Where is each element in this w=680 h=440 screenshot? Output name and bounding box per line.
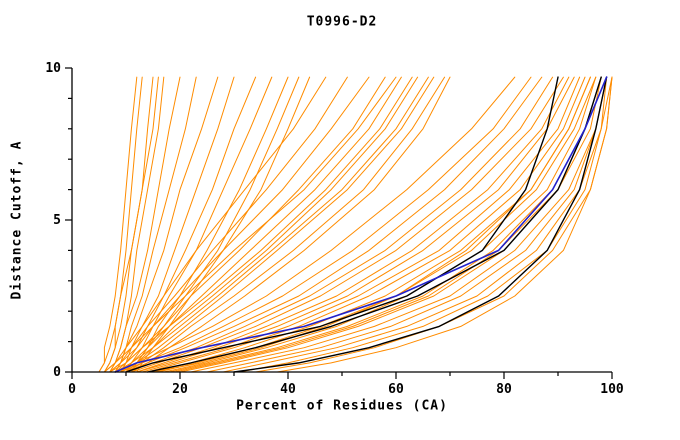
orange-model-curve [125, 76, 446, 373]
orange-model-curves [98, 76, 613, 373]
blue-highlight-model [114, 76, 608, 373]
orange-model-curve [147, 76, 586, 373]
x-tick-label: 0 [68, 382, 76, 397]
orange-model-curve [109, 76, 181, 373]
orange-model-curve [120, 76, 235, 373]
orange-model-curve [130, 76, 564, 373]
orange-model-curve [109, 76, 348, 373]
x-tick-label: 80 [496, 382, 512, 397]
orange-model-curve [109, 76, 370, 373]
orange-model-curve [114, 76, 516, 373]
orange-model-curve [222, 76, 608, 373]
orange-model-curve [163, 76, 597, 373]
orange-model-curve [120, 76, 435, 373]
orange-model-curve [120, 76, 532, 373]
x-axis-title: Percent of Residues (CA) [236, 398, 448, 414]
y-tick-label: 0 [53, 365, 61, 380]
highlight-curves [114, 76, 608, 373]
orange-model-curve [206, 76, 608, 373]
y-axis-title: Distance Cutoff, A [9, 140, 25, 300]
orange-model-curve [114, 76, 402, 373]
x-tick-label: 40 [280, 382, 296, 397]
black-reference-lower [233, 76, 608, 373]
black-reference-upper [125, 76, 559, 373]
orange-model-curve [114, 76, 219, 373]
orange-model-curve [98, 76, 138, 373]
chart-title: T0996-D2 [306, 14, 378, 30]
orange-model-curve [157, 76, 597, 373]
x-tick-label: 20 [172, 382, 188, 397]
orange-model-curve [114, 76, 386, 373]
orange-model-curve [238, 76, 613, 373]
orange-model-curve [125, 76, 273, 373]
orange-model-curve [109, 76, 165, 373]
orange-model-curve [98, 76, 159, 373]
orange-model-curve [125, 76, 554, 373]
orange-model-curve [136, 76, 575, 373]
orange-model-curve [179, 76, 602, 373]
orange-model-curve [136, 76, 570, 373]
orange-model-curve [276, 76, 613, 373]
x-tick-label: 60 [388, 382, 404, 397]
orange-model-curve [103, 76, 397, 373]
y-tick-label: 5 [53, 213, 61, 228]
y-tick-label: 10 [45, 61, 61, 76]
orange-model-curve [141, 76, 581, 373]
orange-model-curve [120, 76, 419, 373]
orange-model-curve [109, 76, 413, 373]
x-tick-label: 100 [600, 382, 624, 397]
orange-model-curve [103, 76, 154, 373]
orange-model-curve [125, 76, 429, 373]
orange-model-curve [103, 76, 327, 373]
orange-model-curve [190, 76, 608, 373]
black-reference-mid [146, 76, 602, 373]
